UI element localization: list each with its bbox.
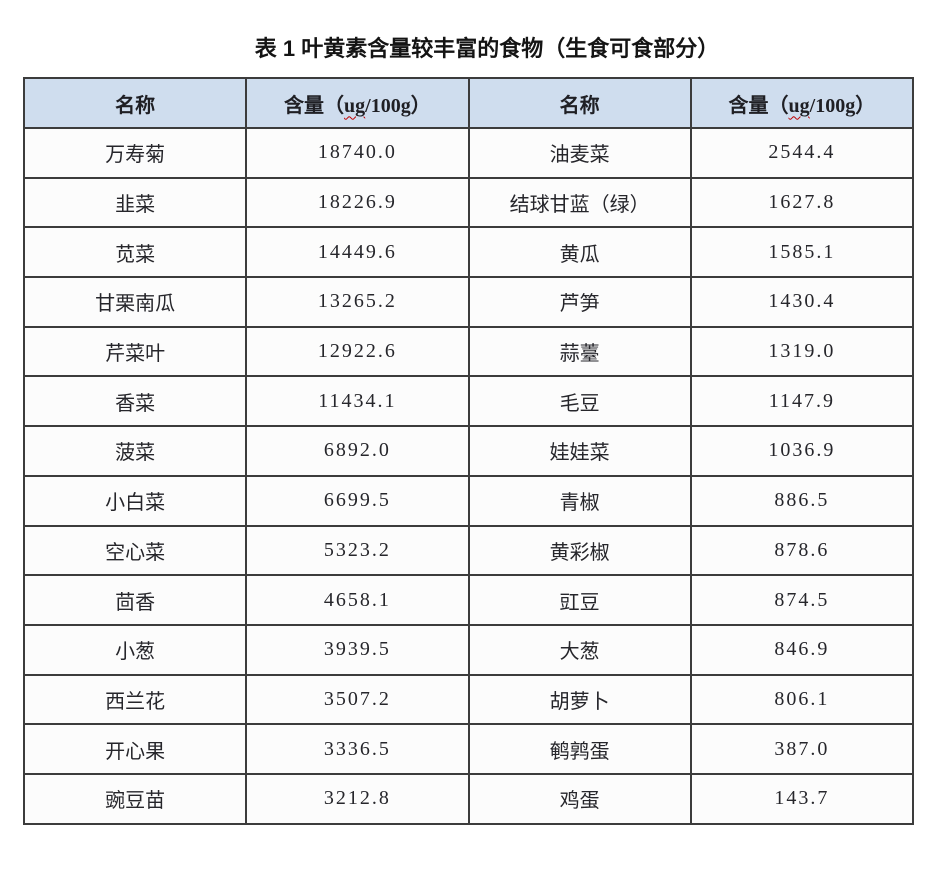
food-name-cell: 小白菜 (22, 474, 248, 527)
table-row: 豌豆苗 3212.8 鸡蛋 143.7 (22, 772, 915, 825)
food-name-cell: 菠菜 (22, 425, 248, 477)
food-name-cell: 西兰花 (22, 673, 248, 726)
header-row: 名称 含量（ug/100g） 名称 含量（ug/100g） (22, 77, 915, 129)
table-row: 韭菜 18226.9 结球甘蓝（绿） 1627.8 (22, 176, 915, 229)
content-value-cell: 18226.9 (245, 176, 470, 229)
content-value-cell: 1319.0 (689, 325, 915, 378)
food-name-cell: 芦笋 (467, 276, 692, 328)
content-value-cell: 1147.9 (689, 375, 915, 428)
content-value-cell: 806.1 (689, 673, 915, 726)
header-content-right-unit: ug (788, 94, 810, 117)
food-name-cell: 胡萝卜 (467, 673, 692, 726)
food-name-cell: 小葱 (22, 623, 248, 676)
food-name-cell: 韭菜 (22, 176, 248, 229)
food-name-cell: 豌豆苗 (22, 772, 248, 825)
content-value-cell: 6892.0 (245, 425, 470, 477)
food-name-cell: 鸡蛋 (467, 772, 692, 825)
content-value-cell: 1036.9 (689, 425, 915, 477)
content-value-cell: 11434.1 (245, 375, 470, 428)
content-value-cell: 5323.2 (245, 524, 470, 577)
header-content-right-suffix: /100g） (809, 94, 876, 117)
content-value-cell: 18740.0 (245, 127, 470, 179)
food-name-cell: 青椒 (467, 474, 692, 527)
food-name-cell: 大葱 (467, 623, 692, 676)
content-value-cell: 886.5 (689, 474, 915, 527)
content-value-cell: 3212.8 (245, 772, 470, 825)
content-value-cell: 6699.5 (245, 474, 470, 527)
content-value-cell: 1627.8 (689, 176, 915, 229)
header-name-right-label: 名称 (559, 94, 600, 117)
food-name-cell: 毛豆 (467, 375, 692, 428)
content-value-cell: 3336.5 (245, 723, 470, 775)
food-name-cell: 开心果 (22, 723, 248, 775)
table-row: 开心果 3336.5 鹌鹑蛋 387.0 (22, 723, 915, 775)
header-name-left: 名称 (22, 77, 248, 129)
table-row: 菠菜 6892.0 娃娃菜 1036.9 (22, 425, 915, 477)
header-content-left-unit: ug (344, 94, 366, 117)
content-value-cell: 1430.4 (689, 276, 915, 328)
food-name-cell: 甘栗南瓜 (22, 276, 248, 328)
food-name-cell: 蒜薹 (467, 325, 692, 378)
table-row: 苋菜 14449.6 黄瓜 1585.1 (22, 226, 915, 279)
content-value-cell: 2544.4 (689, 127, 915, 179)
header-content-left-suffix: /100g） (365, 94, 431, 117)
header-name-left-label: 名称 (115, 94, 156, 117)
content-value-cell: 12922.6 (245, 325, 470, 378)
table-row: 空心菜 5323.2 黄彩椒 878.6 (22, 524, 915, 577)
food-name-cell: 万寿菊 (22, 127, 248, 179)
food-name-cell: 苋菜 (22, 226, 248, 279)
table-row: 万寿菊 18740.0 油麦菜 2544.4 (22, 127, 915, 179)
table-title: 表 1 叶黄素含量较丰富的食物（生食可食部分） (254, 36, 720, 61)
content-value-cell: 14449.6 (245, 226, 470, 279)
food-name-cell: 鹌鹑蛋 (467, 723, 692, 775)
food-name-cell: 结球甘蓝（绿） (467, 176, 692, 229)
table-row: 小葱 3939.5 大葱 846.9 (22, 623, 915, 676)
food-name-cell: 黄彩椒 (467, 524, 692, 577)
food-name-cell: 香菜 (22, 375, 248, 428)
table-row: 小白菜 6699.5 青椒 886.5 (22, 474, 915, 527)
content-value-cell: 1585.1 (689, 226, 915, 279)
header-content-right: 含量（ug/100g） (689, 77, 915, 129)
food-name-cell: 芹菜叶 (22, 325, 248, 378)
lutein-content-table: 名称 含量（ug/100g） 名称 含量（ug/100g） 万寿菊 18740.0… (22, 77, 915, 825)
content-value-cell: 3939.5 (245, 623, 470, 676)
food-name-cell: 豇豆 (467, 574, 692, 626)
food-name-cell: 油麦菜 (467, 127, 692, 179)
header-name-right: 名称 (467, 77, 692, 129)
content-value-cell: 878.6 (689, 524, 915, 577)
table-row: 茴香 4658.1 豇豆 874.5 (22, 574, 915, 626)
food-name-cell: 空心菜 (22, 524, 248, 577)
table-row: 芹菜叶 12922.6 蒜薹 1319.0 (22, 325, 915, 378)
content-value-cell: 4658.1 (245, 574, 470, 626)
table-row: 香菜 11434.1 毛豆 1147.9 (22, 375, 915, 428)
header-content-left-prefix: 含量（ (284, 94, 345, 117)
content-value-cell: 846.9 (689, 623, 915, 676)
food-name-cell: 娃娃菜 (467, 425, 692, 477)
header-content-right-prefix: 含量（ (728, 94, 789, 117)
content-value-cell: 143.7 (689, 772, 915, 825)
content-value-cell: 387.0 (689, 723, 915, 775)
food-name-cell: 黄瓜 (467, 226, 692, 279)
food-name-cell: 茴香 (22, 574, 248, 626)
table-row: 西兰花 3507.2 胡萝卜 806.1 (22, 673, 915, 726)
content-value-cell: 13265.2 (245, 276, 470, 328)
content-value-cell: 3507.2 (245, 673, 470, 726)
table-body: 万寿菊 18740.0 油麦菜 2544.4 韭菜 18226.9 结球甘蓝（绿） 1627.… (22, 127, 915, 825)
header-content-left: 含量（ug/100g） (245, 77, 470, 129)
table-row: 甘栗南瓜 13265.2 芦笋 1430.4 (22, 276, 915, 328)
content-value-cell: 874.5 (689, 574, 915, 626)
